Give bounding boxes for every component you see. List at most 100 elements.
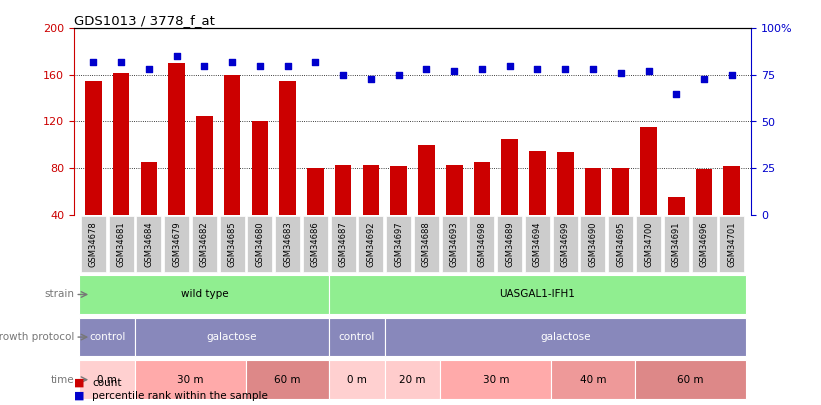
FancyBboxPatch shape xyxy=(164,216,189,272)
Text: strain: strain xyxy=(44,290,75,299)
Point xyxy=(226,59,239,65)
Text: galactose: galactose xyxy=(540,332,590,342)
Bar xyxy=(723,166,740,215)
Bar xyxy=(446,164,462,215)
Bar xyxy=(612,168,629,215)
Text: galactose: galactose xyxy=(207,332,257,342)
Text: time: time xyxy=(51,375,75,385)
Text: ■: ■ xyxy=(74,391,85,401)
Text: GSM34698: GSM34698 xyxy=(478,221,487,267)
Point xyxy=(254,62,267,69)
FancyBboxPatch shape xyxy=(135,318,329,356)
Point xyxy=(614,70,627,76)
FancyBboxPatch shape xyxy=(80,275,329,313)
Bar xyxy=(502,139,518,215)
Bar xyxy=(530,151,546,215)
Point xyxy=(642,68,655,75)
FancyBboxPatch shape xyxy=(414,216,439,272)
Point xyxy=(447,68,461,75)
FancyBboxPatch shape xyxy=(719,216,745,272)
Text: count: count xyxy=(92,378,122,388)
Text: 30 m: 30 m xyxy=(483,375,509,385)
Bar xyxy=(640,127,657,215)
Point xyxy=(281,62,294,69)
FancyBboxPatch shape xyxy=(331,216,355,272)
Bar xyxy=(363,164,379,215)
Text: GSM34685: GSM34685 xyxy=(227,221,236,267)
Text: GSM34681: GSM34681 xyxy=(117,221,126,267)
Text: GSM34690: GSM34690 xyxy=(589,221,598,266)
FancyBboxPatch shape xyxy=(329,360,385,399)
Point xyxy=(698,75,711,82)
Text: GSM34694: GSM34694 xyxy=(533,221,542,266)
Bar xyxy=(668,197,685,215)
FancyBboxPatch shape xyxy=(136,216,162,272)
FancyBboxPatch shape xyxy=(608,216,633,272)
Text: GSM34693: GSM34693 xyxy=(450,221,459,267)
Point xyxy=(503,62,516,69)
FancyBboxPatch shape xyxy=(663,216,689,272)
Bar xyxy=(335,164,351,215)
Text: GSM34696: GSM34696 xyxy=(699,221,709,267)
Bar xyxy=(168,63,185,215)
Bar xyxy=(307,168,323,215)
Text: growth protocol: growth protocol xyxy=(0,332,75,342)
FancyBboxPatch shape xyxy=(498,216,522,272)
Text: GSM34695: GSM34695 xyxy=(617,221,626,266)
FancyBboxPatch shape xyxy=(80,360,135,399)
FancyBboxPatch shape xyxy=(135,360,246,399)
Point xyxy=(114,59,127,65)
Point xyxy=(725,72,738,78)
FancyBboxPatch shape xyxy=(247,216,273,272)
FancyBboxPatch shape xyxy=(440,360,552,399)
Text: 60 m: 60 m xyxy=(274,375,300,385)
Text: GSM34682: GSM34682 xyxy=(200,221,209,267)
FancyBboxPatch shape xyxy=(359,216,383,272)
FancyBboxPatch shape xyxy=(303,216,328,272)
Text: UASGAL1-IFH1: UASGAL1-IFH1 xyxy=(499,290,576,299)
FancyBboxPatch shape xyxy=(385,360,440,399)
FancyBboxPatch shape xyxy=(80,318,135,356)
Text: GSM34688: GSM34688 xyxy=(422,221,431,267)
Point xyxy=(87,59,100,65)
Bar xyxy=(85,81,102,215)
FancyBboxPatch shape xyxy=(525,216,550,272)
Bar xyxy=(224,75,241,215)
Text: control: control xyxy=(339,332,375,342)
Text: GSM34691: GSM34691 xyxy=(672,221,681,266)
Text: GSM34689: GSM34689 xyxy=(505,221,514,267)
FancyBboxPatch shape xyxy=(553,216,578,272)
Text: GSM34678: GSM34678 xyxy=(89,221,98,267)
Text: GSM34699: GSM34699 xyxy=(561,221,570,266)
Point xyxy=(365,75,378,82)
Bar xyxy=(251,122,268,215)
Text: GSM34700: GSM34700 xyxy=(644,221,653,266)
FancyBboxPatch shape xyxy=(386,216,411,272)
FancyBboxPatch shape xyxy=(580,216,605,272)
Bar xyxy=(418,145,435,215)
Bar xyxy=(112,72,130,215)
FancyBboxPatch shape xyxy=(192,216,217,272)
Text: GSM34684: GSM34684 xyxy=(144,221,154,267)
Point xyxy=(142,66,155,72)
Text: 30 m: 30 m xyxy=(177,375,204,385)
FancyBboxPatch shape xyxy=(246,360,329,399)
Bar xyxy=(390,166,407,215)
Text: 20 m: 20 m xyxy=(399,375,426,385)
FancyBboxPatch shape xyxy=(329,318,385,356)
Text: 60 m: 60 m xyxy=(677,375,704,385)
Text: GSM34701: GSM34701 xyxy=(727,221,736,266)
Text: 0 m: 0 m xyxy=(97,375,117,385)
Bar xyxy=(140,162,157,215)
Bar xyxy=(279,81,296,215)
Point xyxy=(337,72,350,78)
Point xyxy=(198,62,211,69)
Bar xyxy=(474,162,490,215)
FancyBboxPatch shape xyxy=(108,216,134,272)
FancyBboxPatch shape xyxy=(635,360,745,399)
Text: GSM34679: GSM34679 xyxy=(172,221,181,267)
FancyBboxPatch shape xyxy=(470,216,494,272)
Text: GSM34687: GSM34687 xyxy=(338,221,347,267)
Point xyxy=(558,66,571,72)
Text: GSM34683: GSM34683 xyxy=(283,221,292,267)
